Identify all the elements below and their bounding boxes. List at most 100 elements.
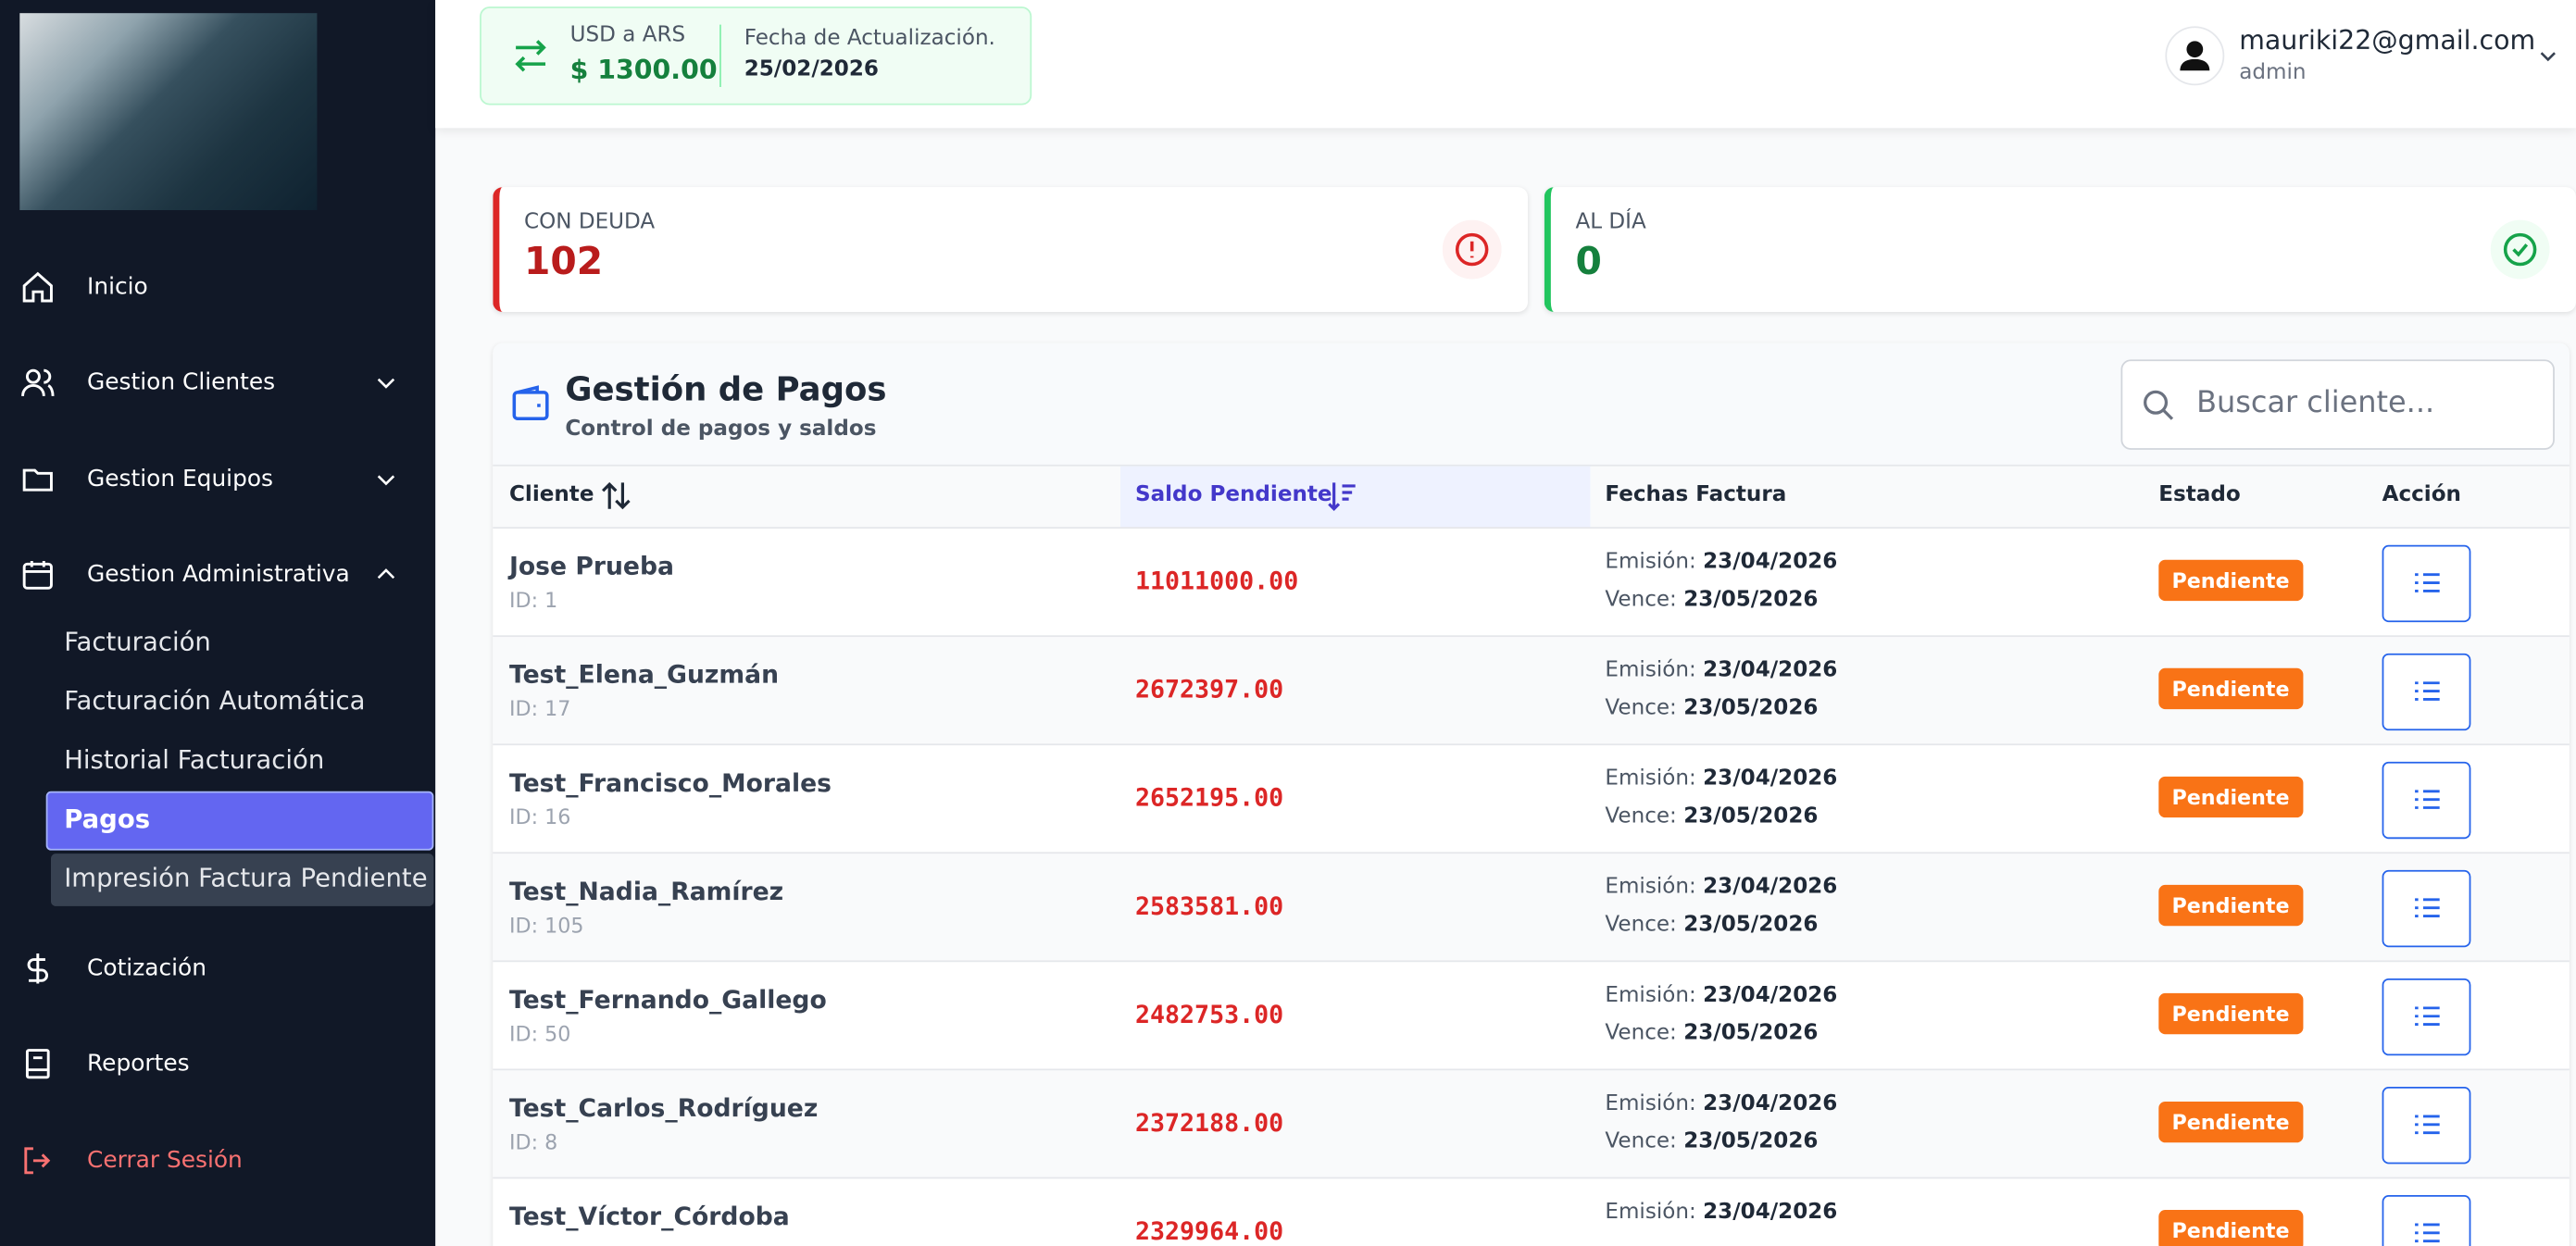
client-name: Jose Prueba (509, 551, 674, 581)
sidebar: Inicio Gestion Clientes Gestion Equipos … (0, 0, 436, 1246)
panel-title: Gestión de Pagos (565, 369, 887, 409)
due-label: Vence: (1605, 804, 1677, 829)
balance: 2329964.00 (1134, 1216, 1284, 1246)
submenu-item[interactable]: Historial Facturación (64, 745, 325, 776)
due-date-line: Vence: 23/05/2026 (1605, 804, 1818, 829)
sorted-column (1120, 466, 1591, 528)
table-row: Test_Fernando_Gallego ID: 50 2482753.00 Emi… (493, 960, 2570, 1070)
update-date: 25/02/2026 (744, 57, 879, 82)
due-label: Vence: (1605, 913, 1677, 938)
details-button[interactable] (2382, 869, 2471, 948)
client-name: Test_Elena_Guzmán (509, 659, 780, 690)
due-date: 23/05/2026 (1683, 1129, 1819, 1154)
search-placeholder: Buscar cliente... (2196, 385, 2435, 420)
details-button[interactable] (2382, 761, 2471, 840)
sort-icon[interactable] (1326, 480, 1358, 512)
issue-date-line: Emisión: 23/04/2026 (1605, 875, 1837, 900)
status-badge: Pendiente (2158, 992, 2303, 1035)
issue-label: Emisión: (1605, 1091, 1696, 1116)
issue-label: Emisión: (1605, 983, 1696, 1008)
details-button[interactable] (2382, 653, 2471, 731)
details-button[interactable] (2382, 1086, 2471, 1165)
client-id: ID: 16 (509, 804, 571, 829)
client-id: ID: 50 (509, 1021, 571, 1046)
status-badge: Pendiente (2158, 776, 2303, 818)
balance: 2652195.00 (1134, 782, 1284, 813)
table-row: Test_Nadia_Ramírez ID: 105 2583581.00 Emisi… (493, 852, 2570, 963)
nav-label: Gestion Equipos (87, 466, 273, 493)
details-button[interactable] (2382, 1195, 2471, 1246)
column-header: Estado (2158, 482, 2241, 507)
user-email: mauriki22@gmail.com (2239, 24, 2536, 56)
details-button[interactable] (2382, 544, 2471, 623)
search-input[interactable]: Buscar cliente... (2120, 359, 2555, 450)
header: USD a ARS $ 1300.00 Fecha de Actualizaci… (435, 0, 2576, 129)
submenu-item[interactable]: Facturación Automática (64, 686, 366, 716)
table-row: Test_Elena_Guzmán ID: 17 2672397.00 Emisión… (493, 635, 2570, 746)
nav-equipos[interactable]: Gestion Equipos (0, 446, 435, 512)
exchange-icon (515, 40, 546, 72)
submenu-active[interactable] (45, 791, 434, 851)
issue-date-line: Emisión: 23/04/2026 (1605, 1200, 1837, 1225)
nav-label: Cerrar Sesión (87, 1147, 243, 1174)
issue-date: 23/04/2026 (1703, 766, 1838, 791)
due-date: 23/05/2026 (1683, 587, 1819, 613)
due-label: Vence: (1605, 1021, 1677, 1046)
submenu-item[interactable]: Facturación (64, 627, 211, 657)
issue-date: 23/04/2026 (1703, 983, 1838, 1008)
ok-icon (2490, 219, 2550, 280)
issue-date-line: Emisión: 23/04/2026 (1605, 983, 1837, 1008)
nav-cotizacion[interactable]: Cotización (0, 936, 435, 1002)
table-row: Jose Prueba ID: 1 11011000.00 Emisión: 23/0… (493, 527, 2570, 637)
panel-subtitle: Control de pagos y saldos (565, 417, 877, 442)
due-date: 23/05/2026 (1683, 695, 1819, 721)
balance: 2372188.00 (1134, 1108, 1284, 1138)
wallet-icon (512, 385, 549, 420)
nav-clientes[interactable]: Gestion Clientes (0, 350, 435, 416)
due-date: 23/05/2026 (1683, 1021, 1819, 1046)
issue-label: Emisión: (1605, 550, 1696, 575)
stat-card: AL DÍA 0 (1544, 187, 2576, 312)
due-date-line: Vence: 23/05/2026 (1605, 913, 1818, 938)
submenu-item[interactable]: Impresión Factura Pendiente (64, 863, 428, 893)
client-name: Test_Víctor_Córdoba (509, 1202, 790, 1232)
client-id: ID: 8 (509, 1129, 558, 1154)
nav-logout[interactable]: Cerrar Sesión (0, 1128, 435, 1193)
status-badge: Pendiente (2158, 1101, 2303, 1143)
rate-box: USD a ARS $ 1300.00 Fecha de Actualizaci… (480, 6, 1032, 106)
status-badge: Pendiente (2158, 559, 2303, 602)
nav-label: Gestion Administrativa (87, 561, 350, 588)
issue-date: 23/04/2026 (1703, 1200, 1838, 1225)
details-button[interactable] (2382, 978, 2471, 1056)
column-header[interactable]: Cliente (509, 482, 594, 507)
issue-label: Emisión: (1605, 875, 1696, 900)
stat-card: CON DEUDA 102 (493, 187, 1529, 312)
user-menu[interactable] (2536, 44, 2559, 68)
submenu-hover (51, 854, 434, 906)
issue-label: Emisión: (1605, 658, 1696, 683)
balance: 2672397.00 (1134, 674, 1284, 704)
nav-administrativa[interactable]: Gestion Administrativa (0, 542, 435, 607)
nav-reportes[interactable]: Reportes (0, 1031, 435, 1097)
submenu-item[interactable]: Pagos (64, 804, 151, 834)
divider (719, 24, 721, 87)
rate-label: USD a ARS (569, 22, 686, 48)
due-date-line: Vence: 23/05/2026 (1605, 1021, 1818, 1046)
stat-label: AL DÍA (1575, 209, 1646, 235)
issue-date: 23/04/2026 (1703, 658, 1838, 683)
due-date: 23/05/2026 (1683, 913, 1819, 938)
due-date-line: Vence: 23/05/2026 (1605, 696, 1818, 721)
sort-icon[interactable] (600, 480, 632, 512)
column-header[interactable]: Saldo Pendiente (1134, 482, 1332, 507)
column-header: Fechas Factura (1605, 482, 1787, 507)
client-id: ID: 1 (509, 587, 558, 613)
rate-value: $ 1300.00 (569, 54, 718, 86)
balance: 2482753.00 (1134, 1000, 1284, 1029)
nav-inicio[interactable]: Inicio (0, 255, 435, 320)
due-date-line: Vence: 23/05/2026 (1605, 588, 1818, 613)
issue-date-line: Emisión: 23/04/2026 (1605, 658, 1837, 683)
user-avatar[interactable] (2165, 26, 2225, 86)
client-id: ID: 17 (509, 695, 571, 721)
